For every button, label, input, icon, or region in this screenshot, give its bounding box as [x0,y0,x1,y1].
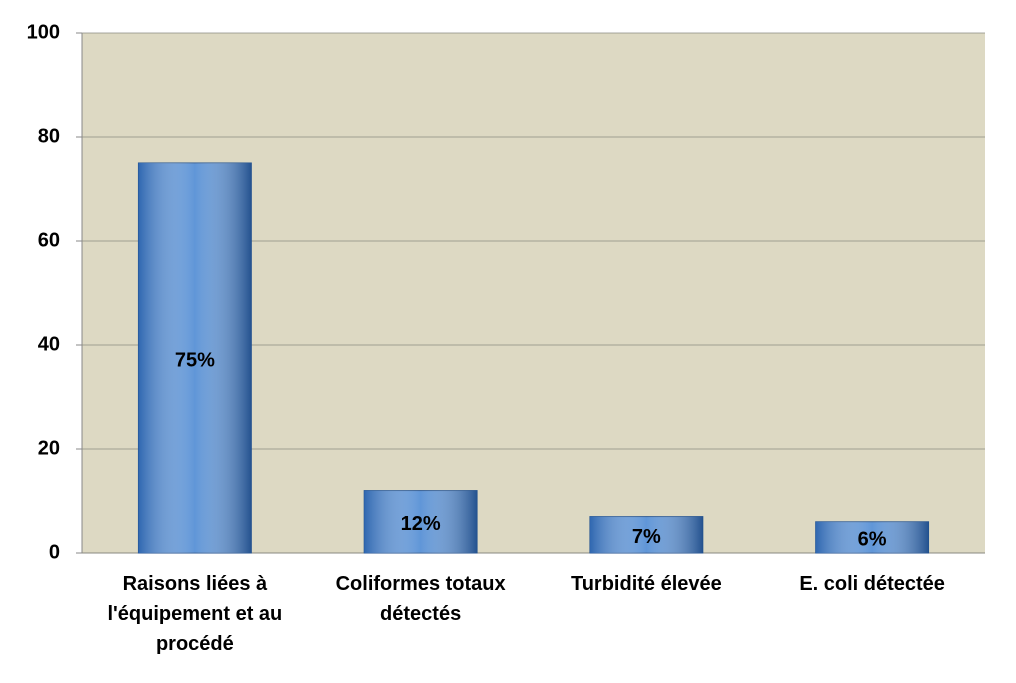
y-tick-label: 100 [27,21,60,43]
value-label: 7% [632,526,661,548]
x-tick-label: Turbidité élevée [570,573,722,595]
y-tick-label: 80 [38,125,60,147]
x-tick-label: E. coli détectée [799,573,945,595]
value-label: 6% [858,529,887,551]
value-label: 75% [175,349,215,371]
y-tick-label: 60 [38,229,60,251]
x-tick-label: Raisons liées à l'équipement et au procé… [107,573,283,655]
y-tick-label: 0 [49,541,60,563]
y-tick-label: 20 [38,437,60,459]
x-tick-label: Coliformes totaux détectés [335,573,506,625]
value-label: 12% [401,513,441,535]
y-tick-label: 40 [38,333,60,355]
